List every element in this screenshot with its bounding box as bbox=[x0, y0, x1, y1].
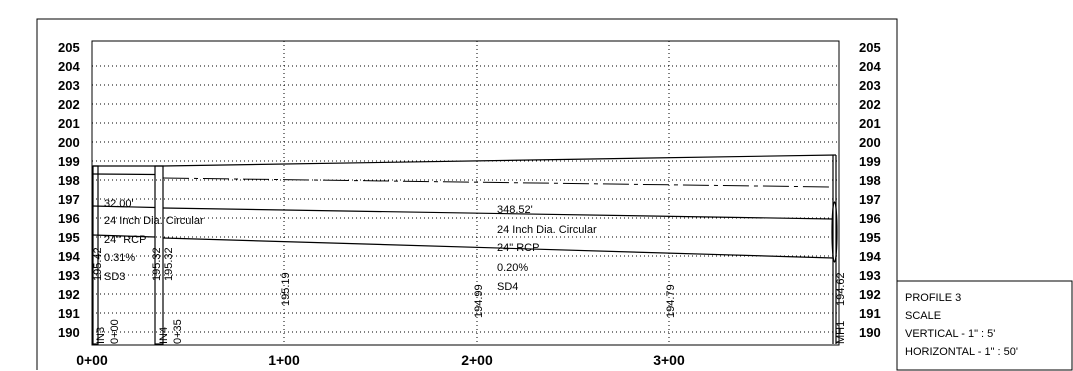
ground-readout-2: 194.99 bbox=[473, 284, 485, 318]
sheet-frame bbox=[36, 18, 898, 370]
elevation-label-right-203: 203 bbox=[859, 78, 881, 93]
elevation-label-left-192: 192 bbox=[58, 287, 80, 302]
ground-readout-1: 195.19 bbox=[280, 272, 292, 306]
in3-invert: 195.42 bbox=[92, 247, 104, 281]
elevation-label-right-204: 204 bbox=[859, 59, 881, 74]
elevation-label-right-199: 199 bbox=[859, 154, 881, 169]
elevation-label-right-195: 195 bbox=[859, 230, 881, 245]
elevation-label-left-203: 203 bbox=[58, 78, 80, 93]
elevation-label-left-195: 195 bbox=[58, 230, 80, 245]
elevation-label-left-198: 198 bbox=[58, 173, 80, 188]
elevation-label-left-194: 194 bbox=[58, 249, 80, 264]
mh1-label: MH1 bbox=[835, 321, 847, 344]
structure-mh1 bbox=[831, 155, 838, 344]
sd4-slope: 0.20% bbox=[497, 262, 528, 274]
elevation-label-right-205: 205 bbox=[859, 40, 881, 55]
title-block-scale: SCALE bbox=[905, 310, 941, 322]
station-label-0: 0+00 bbox=[76, 352, 108, 368]
elevation-label-left-204: 204 bbox=[58, 59, 80, 74]
sd4-size: 24 Inch Dia. Circular bbox=[497, 224, 597, 236]
elevation-label-right-196: 196 bbox=[859, 211, 881, 226]
sd3-slope: 0.31% bbox=[104, 252, 135, 264]
sd3-length: 32.00' bbox=[104, 198, 134, 210]
elevation-label-left-190: 190 bbox=[58, 325, 80, 340]
title-block-horizontal: HORIZONTAL - 1" : 50' bbox=[905, 346, 1018, 358]
elevation-label-right-192: 192 bbox=[859, 287, 881, 302]
elevation-label-left-201: 201 bbox=[58, 116, 80, 131]
elevation-label-right-190: 190 bbox=[859, 325, 881, 340]
in4-invert-out: 195.32 bbox=[163, 247, 175, 281]
vertical-grid bbox=[283, 41, 670, 345]
hydraulic-grade-line bbox=[92, 173, 834, 188]
pipe-sd4 bbox=[162, 207, 834, 259]
station-label-3: 3+00 bbox=[653, 352, 685, 368]
in3-label: IN3 bbox=[95, 327, 107, 344]
ground-line bbox=[93, 154, 837, 167]
elevation-label-left-196: 196 bbox=[58, 211, 80, 226]
horizontal-grid bbox=[92, 65, 839, 333]
sd4-length: 348.52' bbox=[497, 204, 533, 216]
sd4-name: SD4 bbox=[497, 281, 518, 293]
in4-invert-in: 195.32 bbox=[151, 247, 163, 281]
elevation-label-right-194: 194 bbox=[859, 249, 881, 264]
sd3-name: SD3 bbox=[104, 271, 125, 283]
elevation-labels-left: 190 191 192 193 194 195 196 197 198 199 200 201 202 2… bbox=[58, 40, 80, 340]
elevation-label-left-197: 197 bbox=[58, 192, 80, 207]
elevation-label-right-191: 191 bbox=[859, 306, 881, 321]
elevation-labels-right: 190 191 192 193 194 195 196 197 198 199 200 201 202 2… bbox=[859, 40, 881, 340]
plot-border bbox=[91, 40, 840, 346]
title-block bbox=[896, 280, 1073, 371]
elevation-label-left-191: 191 bbox=[58, 306, 80, 321]
title-block-title: PROFILE 3 bbox=[905, 292, 961, 304]
mh1-invert: 194.62 bbox=[835, 272, 847, 306]
elevation-label-left-200: 200 bbox=[58, 135, 80, 150]
elevation-label-right-202: 202 bbox=[859, 97, 881, 112]
elevation-label-left-193: 193 bbox=[58, 268, 80, 283]
elevation-label-left-202: 202 bbox=[58, 97, 80, 112]
sd3-size: 24 Inch Dia. Circular bbox=[104, 215, 204, 227]
station-labels: 0+00 1+00 2+00 3+00 bbox=[76, 352, 685, 368]
in3-station: 0+00 bbox=[109, 319, 121, 344]
title-block-vertical: VERTICAL - 1" : 5' bbox=[905, 328, 995, 340]
in4-label: IN4 bbox=[158, 327, 170, 344]
sd3-material: 24" RCP bbox=[104, 234, 146, 246]
pipe-sd3 bbox=[92, 205, 156, 238]
in4-station: 0+35 bbox=[172, 319, 184, 344]
elevation-label-left-199: 199 bbox=[58, 154, 80, 169]
elevation-label-left-205: 205 bbox=[58, 40, 80, 55]
elevation-label-right-201: 201 bbox=[859, 116, 881, 131]
ground-readout-3: 194.79 bbox=[665, 284, 677, 318]
elevation-label-right-200: 200 bbox=[859, 135, 881, 150]
station-label-1: 1+00 bbox=[268, 352, 300, 368]
sd4-material: 24" RCP bbox=[497, 242, 539, 254]
elevation-label-right-193: 193 bbox=[859, 268, 881, 283]
station-label-2: 2+00 bbox=[461, 352, 493, 368]
elevation-label-right-198: 198 bbox=[859, 173, 881, 188]
elevation-label-right-197: 197 bbox=[859, 192, 881, 207]
